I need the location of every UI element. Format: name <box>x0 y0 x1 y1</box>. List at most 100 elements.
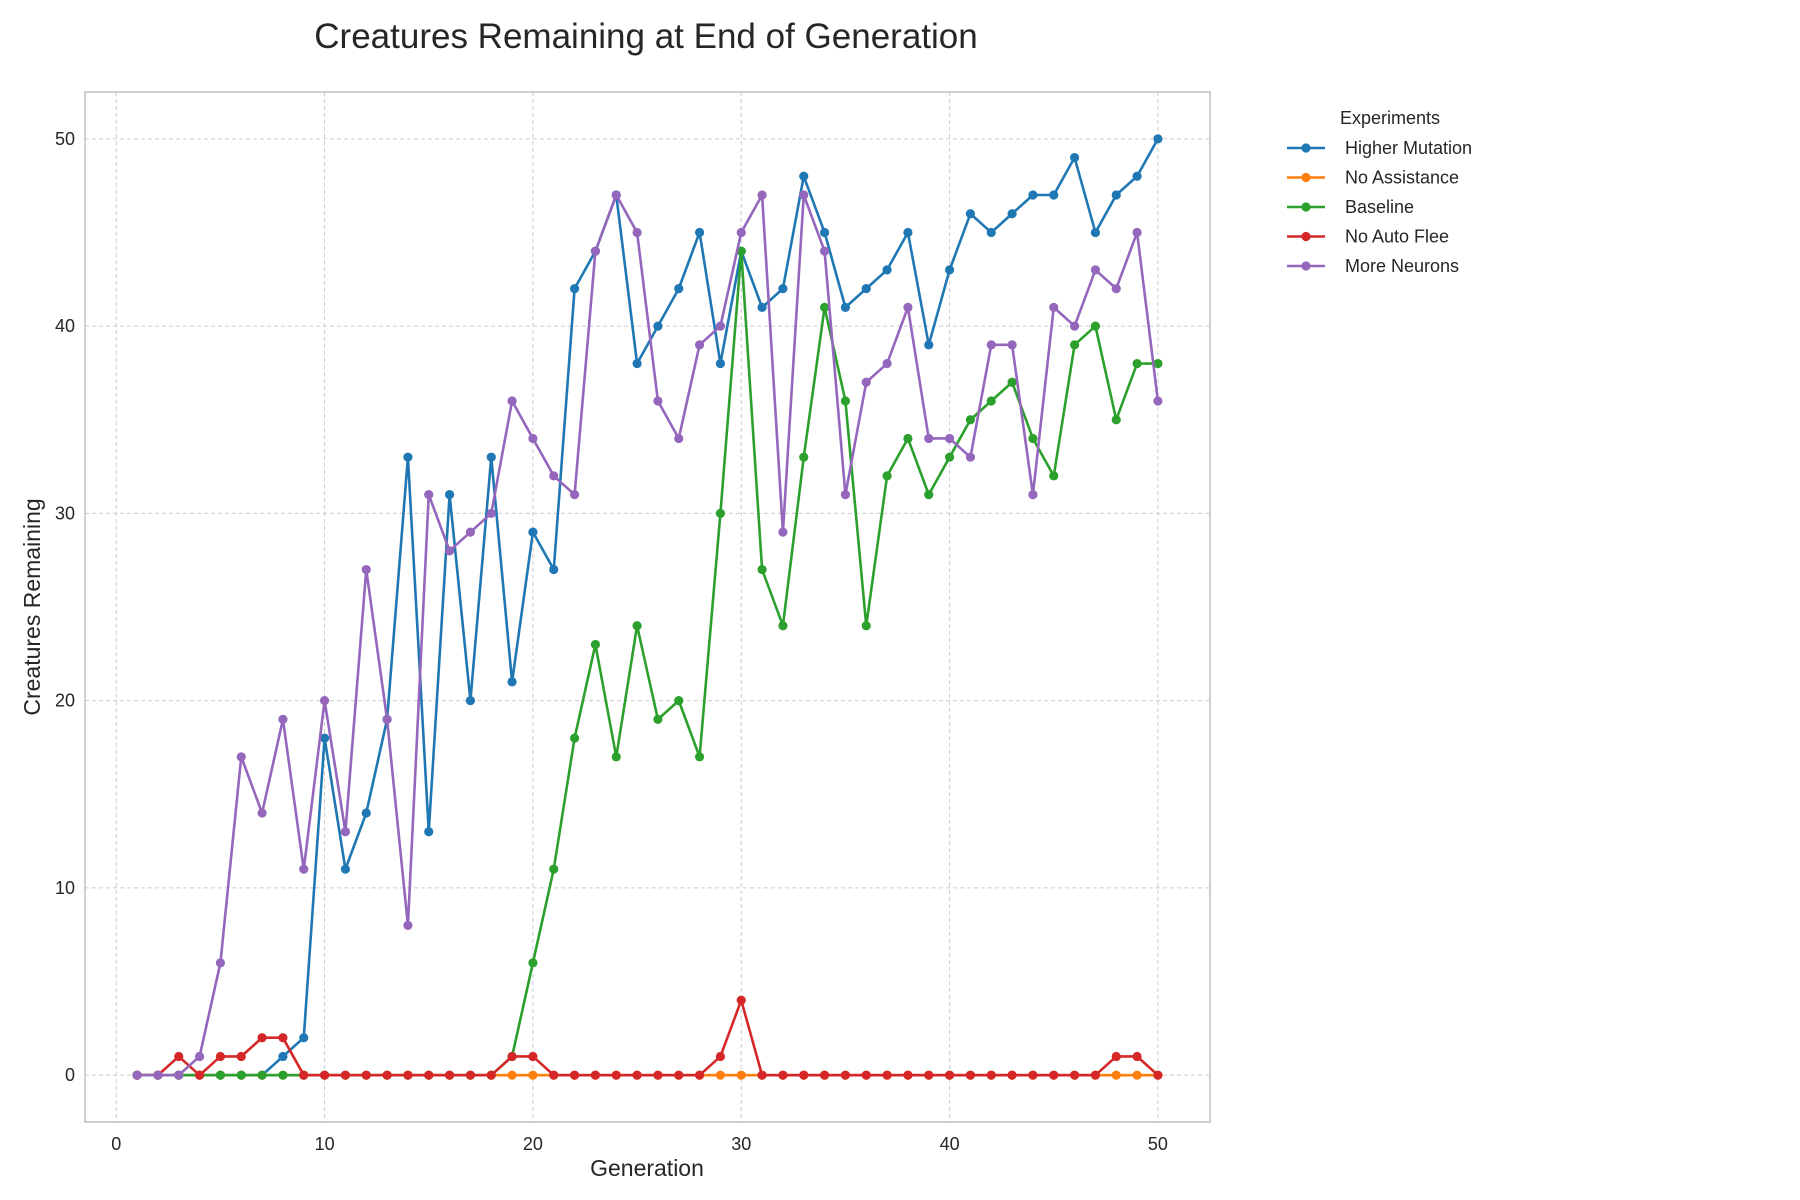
data-point <box>861 1070 871 1080</box>
data-point <box>736 227 746 238</box>
data-point <box>632 227 642 238</box>
legend-label: No Auto Flee <box>1345 227 1449 247</box>
data-point <box>819 1070 830 1080</box>
data-point <box>507 1051 517 1062</box>
data-point <box>944 1070 955 1080</box>
series-line <box>137 193 1160 1077</box>
data-point <box>1069 152 1080 163</box>
data-point <box>549 864 559 874</box>
data-point <box>1153 396 1163 406</box>
data-point <box>903 433 913 444</box>
data-point <box>1153 134 1163 144</box>
data-point <box>757 302 767 312</box>
data-point <box>1111 1051 1121 1062</box>
data-point <box>986 227 996 238</box>
data-point <box>486 1070 496 1080</box>
data-point <box>882 471 892 481</box>
data-point <box>236 752 246 762</box>
data-point <box>507 1070 517 1080</box>
data-point <box>486 452 496 462</box>
data-point <box>778 1070 788 1080</box>
data-point <box>528 527 538 537</box>
data-point <box>528 958 538 968</box>
data-point <box>444 490 455 500</box>
data-point <box>1153 1070 1163 1080</box>
data-point <box>653 396 663 406</box>
series-group <box>132 134 1163 1080</box>
data-point <box>278 1033 288 1043</box>
legend-marker <box>1301 143 1311 153</box>
legend-item: No Auto Flee <box>1287 227 1449 247</box>
data-point <box>1007 1070 1017 1080</box>
data-point <box>1111 1070 1121 1080</box>
data-point <box>528 433 538 444</box>
data-point <box>1028 433 1038 444</box>
x-tick-label: 40 <box>940 1134 960 1154</box>
series-no-auto-flee <box>132 995 1163 1080</box>
data-point <box>882 1070 892 1080</box>
data-point <box>819 302 830 312</box>
data-point <box>1090 227 1101 238</box>
data-point <box>799 1070 809 1080</box>
legend-items: Higher Mutation No Assistance Baseline No A… <box>1287 138 1472 276</box>
chart-title: Creatures Remaining at End of Generation <box>314 17 977 56</box>
data-point <box>549 564 559 575</box>
data-point <box>674 433 684 444</box>
data-point <box>507 396 517 406</box>
x-tick-label: 30 <box>731 1134 751 1154</box>
y-tick-label: 20 <box>55 691 75 711</box>
data-point <box>882 358 892 369</box>
x-axis-label: Generation <box>590 1155 704 1181</box>
data-point <box>799 171 809 181</box>
data-point <box>694 227 705 238</box>
data-point <box>611 190 621 200</box>
data-point <box>299 1070 309 1080</box>
data-point <box>257 1070 267 1080</box>
data-point <box>1049 471 1059 481</box>
data-point <box>1049 302 1059 312</box>
x-axis-ticks: 0 10 20 30 40 50 <box>111 1134 1168 1154</box>
data-point <box>215 1070 226 1080</box>
series-line <box>137 998 1159 1077</box>
data-point <box>528 1051 538 1062</box>
data-point <box>674 696 684 706</box>
data-point <box>403 452 413 462</box>
y-tick-label: 30 <box>55 503 75 523</box>
x-tick-label: 0 <box>111 1134 121 1154</box>
data-point <box>194 1070 205 1080</box>
data-point <box>299 864 309 874</box>
data-point <box>674 1070 684 1080</box>
data-point <box>257 1033 267 1043</box>
data-point <box>361 808 371 818</box>
data-point <box>903 302 913 312</box>
data-point <box>986 396 996 406</box>
data-point <box>653 714 663 724</box>
data-point <box>944 452 955 462</box>
data-point <box>965 209 976 219</box>
data-point <box>694 1070 705 1080</box>
y-tick-label: 0 <box>65 1065 75 1085</box>
legend: Experiments Higher Mutation No Assistance… <box>1287 108 1472 276</box>
data-point <box>840 396 851 406</box>
y-tick-label: 50 <box>55 129 75 149</box>
data-point <box>861 284 871 294</box>
data-point <box>799 452 809 462</box>
data-point <box>757 190 767 200</box>
data-point <box>236 1070 246 1080</box>
data-point <box>715 358 726 369</box>
data-point <box>153 1070 163 1080</box>
x-tick-label: 20 <box>523 1134 543 1154</box>
data-point <box>1090 1070 1101 1080</box>
data-point <box>424 490 434 500</box>
plot-area-frame <box>84 91 1211 1123</box>
legend-label: More Neurons <box>1345 256 1459 276</box>
data-point <box>424 1070 434 1080</box>
data-point <box>215 958 226 968</box>
data-point <box>319 696 330 706</box>
series-higher-mutation <box>132 134 1163 1080</box>
data-point <box>174 1051 184 1062</box>
data-point <box>1049 190 1059 200</box>
legend-label: Baseline <box>1345 197 1414 217</box>
data-point <box>590 246 601 256</box>
